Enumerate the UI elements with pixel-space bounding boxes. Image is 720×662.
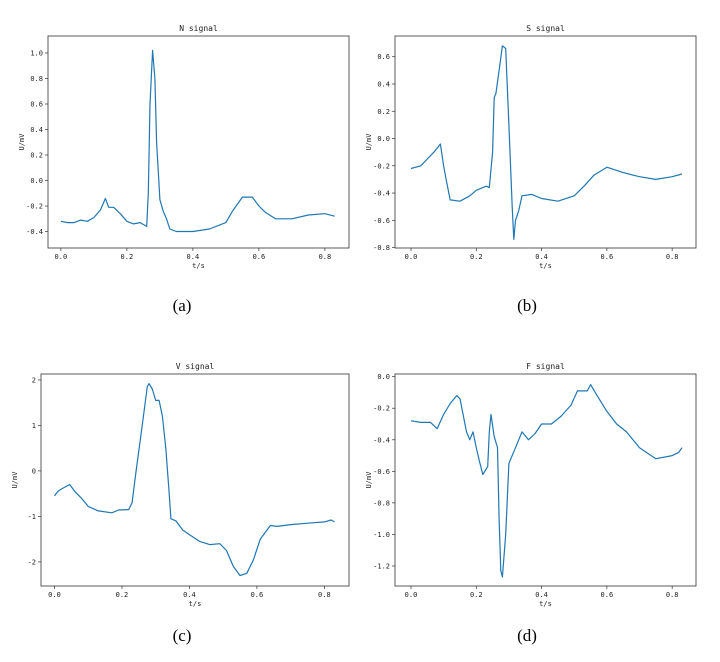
y-tick-label: 0: [32, 467, 36, 475]
axes-frame: [394, 373, 697, 587]
y-tick-label: 0.0: [377, 373, 390, 381]
y-tick-label: -0.8: [373, 499, 390, 507]
y-tick-label: 0.2: [377, 108, 390, 116]
y-axis-label: U/mV: [365, 471, 373, 489]
x-tick-label: 0.0: [405, 253, 418, 261]
x-axis-label: t/s: [192, 262, 205, 270]
y-tick-label: -0.4: [26, 228, 43, 236]
x-axis-label: t/s: [189, 600, 202, 608]
y-tick-label: 0.6: [377, 53, 390, 61]
x-tick-label: 0.2: [470, 253, 483, 261]
x-axis-label: t/s: [539, 600, 552, 608]
subplot-v: 0.0 0.2 0.4 0.6 0.8 -2 -1 0 1 2 V signal t/s U/mV (c): [11, 362, 350, 645]
y-tick-label: 0.4: [30, 126, 43, 134]
x-tick-label: 0.4: [187, 253, 200, 261]
y-tick-label: 0.0: [377, 135, 390, 143]
y-tick-label: -1.0: [373, 531, 390, 539]
x-tick-label: 0.6: [251, 591, 264, 599]
x-tick-label: 0.6: [601, 253, 614, 261]
x-tick-label: 0.8: [319, 253, 332, 261]
y-tick-label: -2: [28, 558, 36, 566]
y-tick-label: -0.2: [26, 203, 43, 211]
x-tick-label: 0.0: [48, 591, 61, 599]
subplot-s: 0.0 0.2 0.4 0.6 0.8 -0.8 -0.6 -0.4 -0.2 0.0 0.2 0.4…: [365, 24, 697, 315]
subplot-title: N signal: [179, 24, 218, 33]
x-tick-label: 0.8: [666, 253, 679, 261]
y-tick-label: -1.2: [373, 562, 390, 570]
y-tick-label: 2: [32, 376, 36, 384]
subplot-caption: (c): [173, 626, 192, 645]
signal-line: [410, 384, 683, 578]
y-tick-label: 0.8: [30, 75, 43, 83]
x-tick-label: 0.6: [253, 253, 266, 261]
y-tick-label: 0.4: [377, 80, 390, 88]
signal-line: [410, 45, 683, 240]
x-tick-label: 0.2: [116, 591, 129, 599]
x-tick-label: 0.0: [55, 253, 68, 261]
x-tick-label: 0.8: [318, 591, 331, 599]
y-tick-label: -0.8: [373, 244, 390, 252]
signal-line: [60, 49, 335, 233]
y-tick-label: 1: [32, 422, 36, 430]
y-tick-label: -0.6: [373, 217, 390, 225]
x-tick-label: 0.2: [470, 591, 483, 599]
x-tick-label: 0.4: [535, 591, 548, 599]
y-tick-label: -0.2: [373, 405, 390, 413]
axes-frame: [40, 373, 350, 587]
subplot-title: F signal: [526, 362, 565, 371]
y-tick-label: 1.0: [30, 49, 43, 57]
subplot-caption: (a): [173, 296, 192, 315]
y-axis-label: U/mV: [365, 133, 373, 151]
y-tick-label: -0.6: [373, 468, 390, 476]
x-axis-label: t/s: [539, 262, 552, 270]
x-tick-label: 0.4: [535, 253, 548, 261]
x-tick-label: 0.4: [183, 591, 196, 599]
y-axis-label: U/mV: [11, 471, 19, 489]
y-axis-label: U/mV: [18, 133, 26, 151]
y-tick-label: -1: [28, 513, 36, 521]
subplot-caption: (d): [517, 626, 537, 645]
subplot-title: V signal: [176, 362, 215, 371]
x-tick-label: 0.0: [405, 591, 418, 599]
signal-line: [54, 383, 335, 577]
axes-frame: [394, 35, 697, 249]
y-tick-label: 0.6: [30, 100, 43, 108]
y-tick-label: -0.2: [373, 162, 390, 170]
y-tick-label: 0.0: [30, 177, 43, 185]
subplot-n: 0.0 0.2 0.4 0.6 0.8 -0.4 -0.2 0.0 0.2 0.4 0.6 0.8 1.…: [18, 24, 350, 315]
y-tick-label: -0.4: [373, 436, 390, 444]
x-tick-label: 0.6: [601, 591, 614, 599]
subplot-caption: (b): [517, 296, 537, 315]
y-tick-label: -0.4: [373, 190, 390, 198]
y-tick-label: 0.2: [30, 152, 43, 160]
subplot-f: 0.0 0.2 0.4 0.6 0.8 -1.2 -1.0 -0.8 -0.6 -0.4 -0.2 0…: [365, 362, 697, 645]
x-tick-label: 0.8: [666, 591, 679, 599]
x-tick-label: 0.2: [121, 253, 134, 261]
subplot-title: S signal: [526, 24, 565, 33]
